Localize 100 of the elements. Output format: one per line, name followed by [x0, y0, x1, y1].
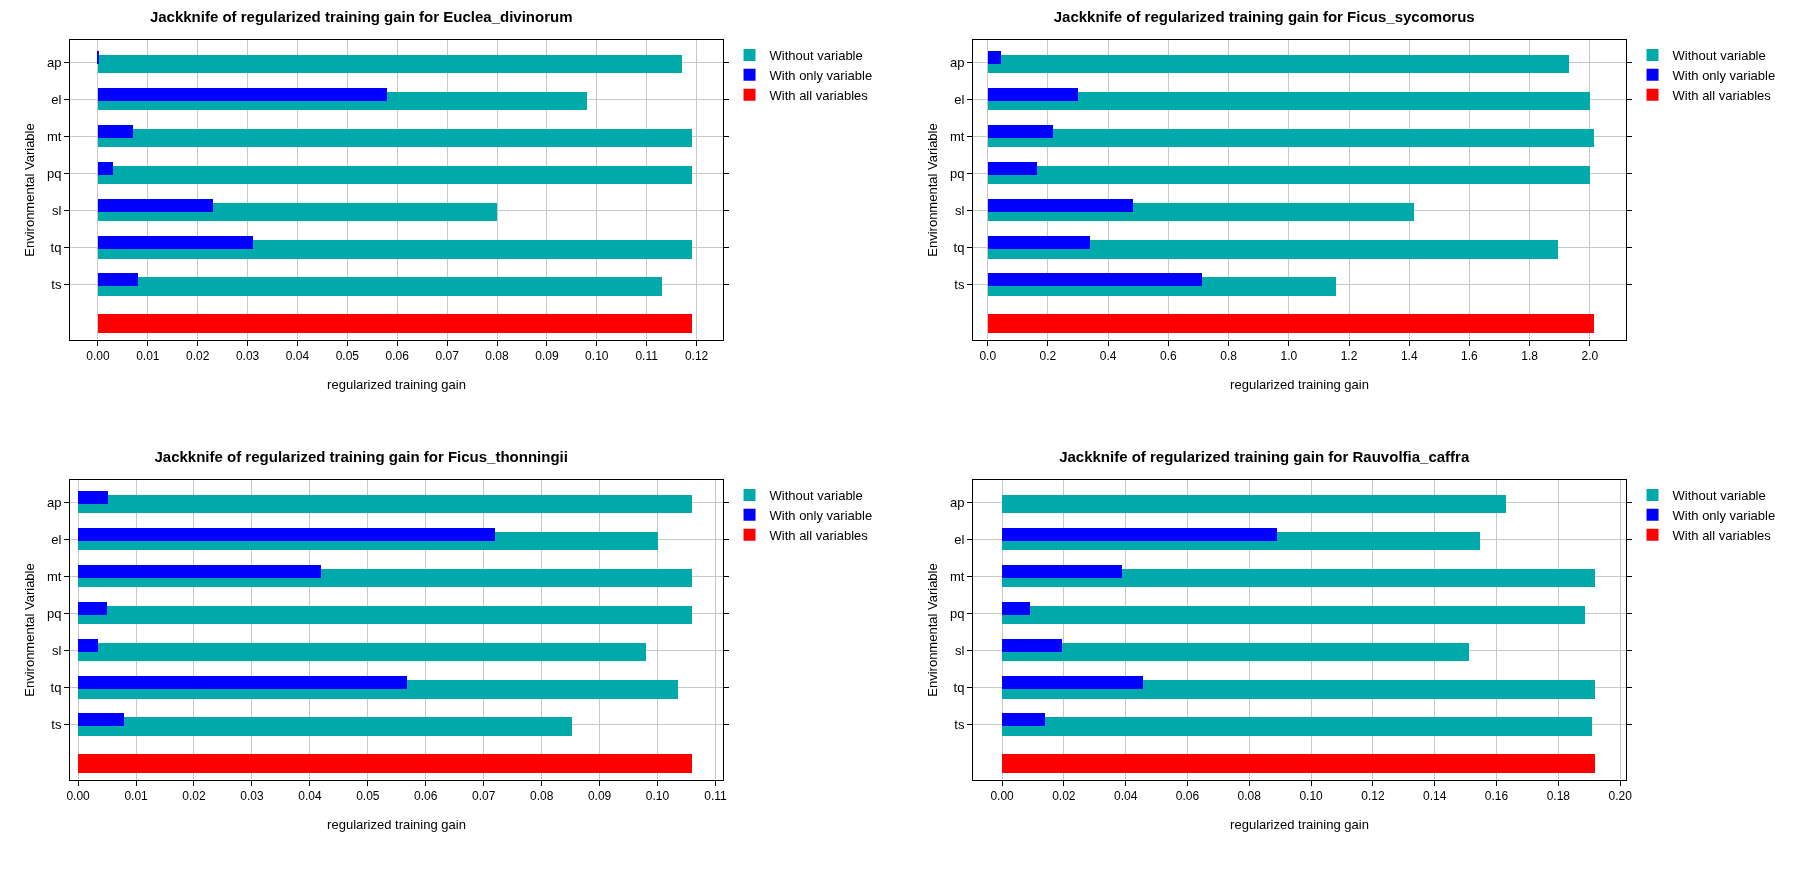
y-tick-label: tq [953, 679, 965, 695]
y-tick-label: ap [46, 54, 62, 70]
legend-label: With only variable [1672, 507, 1776, 523]
x-tick-label: 1.4 [1400, 349, 1418, 364]
bar [988, 125, 1053, 138]
legend-label: Without variable [1672, 488, 1766, 504]
legend-label: With only variable [769, 67, 873, 83]
y-tick-label: pq [46, 165, 62, 181]
bar [78, 713, 124, 726]
bar [988, 162, 1037, 175]
x-tick-label: 0.09 [535, 349, 559, 364]
legend-label: With only variable [769, 507, 873, 523]
x-tick-label: 0.18 [1546, 789, 1571, 804]
x-tick-label: 0.09 [587, 789, 612, 804]
bar [78, 606, 692, 624]
y-tick-label: ts [954, 716, 965, 732]
x-tick-label: 0.00 [86, 349, 110, 364]
x-tick-label: 0.06 [414, 789, 438, 804]
legend-label: With all variables [1672, 527, 1772, 543]
bar [1002, 569, 1595, 587]
bar [98, 277, 662, 296]
legend-label: With all variables [1672, 87, 1772, 103]
y-axis-title: Environmental Variable [925, 123, 940, 257]
y-tick-label: el [954, 531, 965, 547]
y-axis-title: Environmental Variable [22, 563, 37, 697]
bar [1002, 602, 1030, 615]
bar [78, 717, 572, 736]
y-axis-title: Environmental Variable [22, 123, 37, 257]
bar [1002, 528, 1277, 541]
x-tick-label: 0.05 [335, 349, 360, 364]
x-tick-label: 0.4 [1099, 349, 1117, 364]
bar [78, 676, 407, 689]
x-axis-title: regularized training gain [1230, 817, 1369, 832]
x-tick-label: 0.01 [136, 349, 160, 364]
x-tick-label: 0.04 [285, 349, 310, 364]
x-tick-label: 0.08 [1237, 789, 1262, 804]
bar [1002, 676, 1143, 689]
x-tick-label: 0.00 [990, 789, 1015, 804]
x-tick-label: 0.12 [1361, 789, 1385, 804]
y-tick-label: tq [50, 239, 62, 255]
x-tick-label: 1.0 [1280, 349, 1298, 364]
bar [98, 88, 387, 101]
bar [78, 643, 646, 661]
y-tick-label: sl [955, 202, 965, 218]
y-tick-label: ts [51, 276, 62, 292]
bar [1002, 495, 1506, 513]
bar [1002, 643, 1469, 661]
bar [988, 92, 1590, 110]
x-tick-label: 0.04 [298, 789, 322, 804]
bar [98, 273, 138, 286]
x-tick-label: 0.6 [1160, 349, 1178, 364]
x-tick-label: 0.14 [1423, 789, 1447, 804]
bar [988, 166, 1590, 184]
x-tick-label: 0.10 [585, 349, 609, 364]
y-tick-label: mt [46, 128, 62, 144]
y-tick-label: el [51, 531, 62, 547]
y-tick-label: ap [949, 54, 965, 70]
x-tick-label: 0.8 [1220, 349, 1238, 364]
y-tick-label: el [51, 91, 62, 107]
bar [1002, 754, 1595, 773]
x-tick-label: 0.20 [1608, 789, 1633, 804]
x-tick-label: 0.10 [1299, 789, 1324, 804]
bar [1002, 713, 1045, 726]
y-tick-label: sl [52, 202, 62, 218]
x-tick-label: 2.0 [1581, 349, 1599, 364]
x-tick-label: 0.08 [485, 349, 510, 364]
bar [988, 199, 1133, 212]
y-tick-label: pq [949, 165, 965, 181]
y-tick-label: ts [954, 276, 965, 292]
legend-label: With only variable [1672, 67, 1776, 83]
x-tick-label: 0.00 [66, 789, 91, 804]
chart-title: Jackknife of regularized training gain for Ficus_thonningii [154, 447, 568, 465]
bar [78, 754, 692, 773]
y-tick-label: ap [46, 494, 62, 510]
bar [98, 166, 692, 184]
y-tick-label: ap [949, 494, 965, 510]
y-tick-label: pq [949, 605, 965, 621]
bar [988, 129, 1594, 147]
x-tick-label: 0.08 [529, 789, 554, 804]
x-tick-label: 0.05 [356, 789, 380, 804]
x-tick-label: 0.12 [684, 349, 709, 364]
bar [98, 55, 682, 73]
x-tick-label: 0.03 [235, 349, 260, 364]
x-tick-label: 0.2 [1039, 349, 1057, 364]
x-axis-title: regularized training gain [327, 817, 466, 832]
x-tick-label: 0.0 [979, 349, 997, 364]
bar [98, 314, 692, 333]
x-tick-label: 0.10 [645, 789, 670, 804]
y-tick-label: ts [51, 716, 62, 732]
y-tick-label: el [954, 91, 965, 107]
bar [988, 55, 1569, 73]
chart-title: Jackknife of regularized training gain for Rauvolfia_caffra [1059, 447, 1470, 465]
x-tick-label: 1.8 [1521, 349, 1539, 364]
legend-label: Without variable [1672, 48, 1766, 64]
bar [988, 240, 1558, 259]
x-tick-label: 0.07 [435, 349, 460, 364]
bar [78, 602, 107, 615]
y-axis-title: Environmental Variable [925, 563, 940, 697]
y-tick-label: mt [949, 568, 965, 584]
x-tick-label: 1.6 [1461, 349, 1479, 364]
